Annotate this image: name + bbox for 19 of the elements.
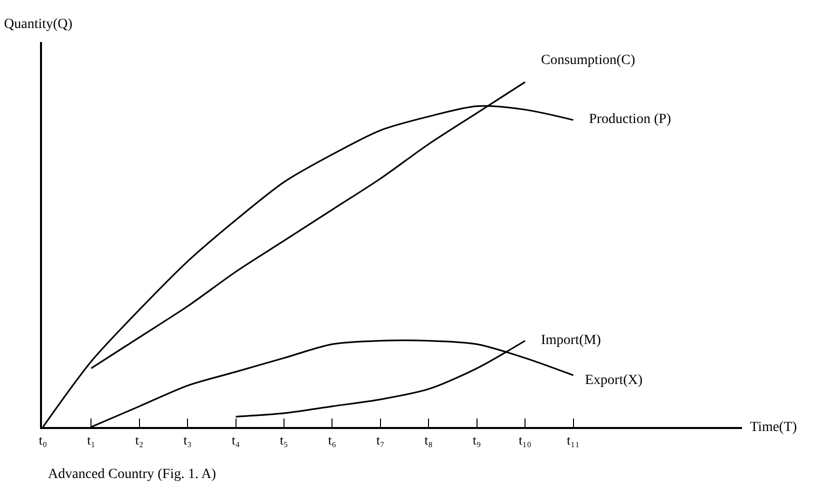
x-tick-label: t₇ [376, 432, 385, 448]
x-tick-label: t₁₀ [518, 432, 532, 448]
series-label: Import(M) [541, 333, 602, 348]
y-axis-title: Quantity(Q) [4, 17, 73, 32]
x-tick-label: t₆ [328, 432, 336, 448]
x-tick-label: t₀ [38, 432, 48, 448]
series-label: Export(X) [585, 373, 643, 388]
x-tick-label: t₃ [184, 432, 192, 448]
x-tick-label: t₁ [87, 432, 96, 448]
x-tick-label: t₂ [135, 432, 144, 448]
x-tick-label: t₉ [472, 432, 481, 448]
x-tick-label: t₈ [424, 432, 433, 448]
x-tick-label: t₁₁ [566, 432, 580, 448]
series-label: Production (P) [589, 112, 672, 127]
x-tick-label: t₅ [280, 432, 288, 448]
text: Advanced Country (Fig. 1. A) [48, 467, 216, 482]
x-axis-title: Time(T) [750, 420, 798, 435]
x-tick-label: t₄ [232, 432, 240, 448]
series-label: Consumption(C) [541, 53, 636, 68]
